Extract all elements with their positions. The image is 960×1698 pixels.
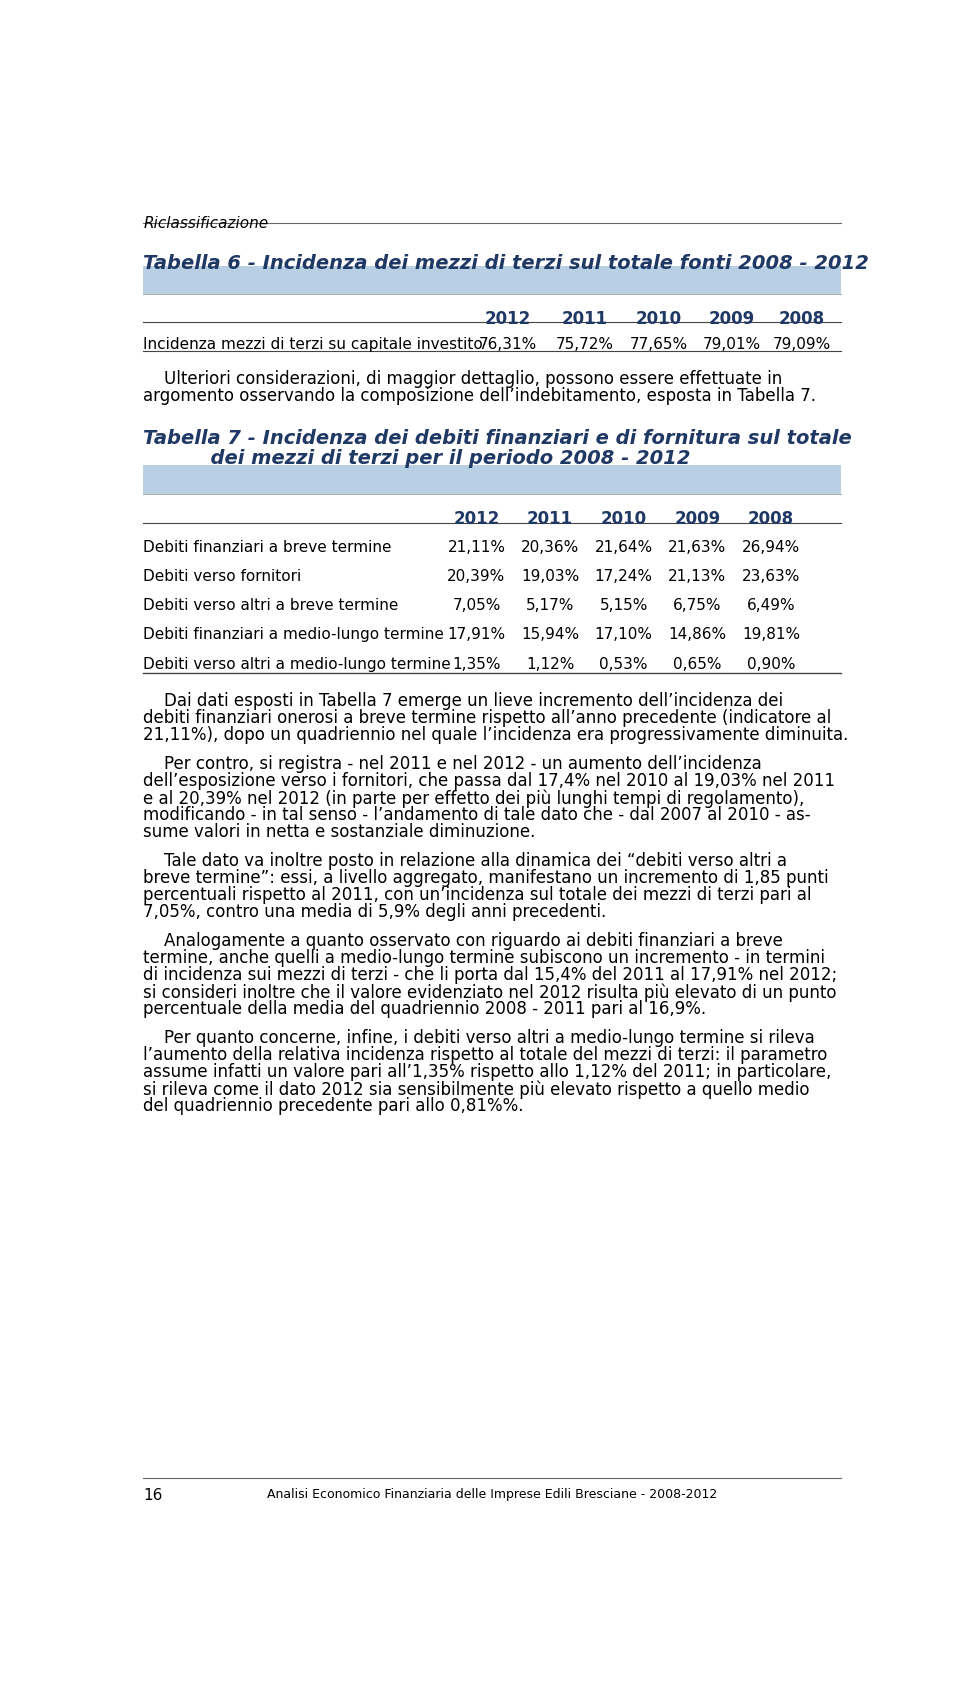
Text: 2011: 2011 [562, 311, 608, 328]
Text: 21,64%: 21,64% [594, 540, 653, 554]
Text: 75,72%: 75,72% [556, 336, 614, 351]
Text: 2010: 2010 [601, 509, 647, 528]
Text: 17,10%: 17,10% [595, 627, 653, 642]
Text: 2008: 2008 [779, 311, 825, 328]
Text: 17,91%: 17,91% [447, 627, 506, 642]
Text: 77,65%: 77,65% [630, 336, 687, 351]
Text: Per contro, si registra - nel 2011 e nel 2012 - un aumento dell’incidenza: Per contro, si registra - nel 2011 e nel… [143, 754, 762, 773]
Text: 76,31%: 76,31% [478, 336, 537, 351]
Text: 23,63%: 23,63% [742, 569, 801, 584]
Text: Debiti finanziari a breve termine: Debiti finanziari a breve termine [143, 540, 392, 554]
Text: 0,65%: 0,65% [673, 655, 722, 671]
Bar [143, 267, 841, 294]
Text: argomento osservando la composizione dell’indebitamento, esposta in Tabella 7.: argomento osservando la composizione del… [143, 387, 816, 404]
Text: dei mezzi di terzi per il periodo 2008 - 2012: dei mezzi di terzi per il periodo 2008 -… [143, 448, 691, 467]
Text: 5,17%: 5,17% [526, 598, 574, 613]
Text: Per quanto concerne, infine, i debiti verso altri a medio-lungo termine si rilev: Per quanto concerne, infine, i debiti ve… [143, 1029, 815, 1046]
Text: 2010: 2010 [636, 311, 682, 328]
Text: debiti finanziari onerosi a breve termine rispetto all’anno precedente (indicato: debiti finanziari onerosi a breve termin… [143, 708, 831, 727]
Text: Debiti finanziari a medio-lungo termine: Debiti finanziari a medio-lungo termine [143, 627, 444, 642]
Text: di incidenza sui mezzi di terzi - che li porta dal 15,4% del 2011 al 17,91% nel : di incidenza sui mezzi di terzi - che li… [143, 966, 837, 983]
Bar [143, 465, 841, 494]
Text: 15,94%: 15,94% [521, 627, 579, 642]
Text: 19,81%: 19,81% [742, 627, 800, 642]
Text: breve termine”: essi, a livello aggregato, manifestano un incremento di 1,85 pun: breve termine”: essi, a livello aggregat… [143, 869, 828, 886]
Text: Debiti verso fornitori: Debiti verso fornitori [143, 569, 301, 584]
Text: 1,12%: 1,12% [526, 655, 574, 671]
Text: 21,63%: 21,63% [668, 540, 727, 554]
Text: Tabella 6 - Incidenza dei mezzi di terzi sul totale fonti 2008 - 2012: Tabella 6 - Incidenza dei mezzi di terzi… [143, 253, 869, 273]
Text: 2012: 2012 [485, 311, 531, 328]
Text: 20,39%: 20,39% [447, 569, 506, 584]
Text: 21,11%: 21,11% [447, 540, 506, 554]
Text: 19,03%: 19,03% [521, 569, 579, 584]
Text: Dai dati esposti in Tabella 7 emerge un lieve incremento dell’incidenza dei: Dai dati esposti in Tabella 7 emerge un … [143, 691, 783, 710]
Text: termine, anche quelli a medio-lungo termine subiscono un incremento - in termini: termine, anche quelli a medio-lungo term… [143, 949, 826, 966]
Text: percentuale della media del quadriennio 2008 - 2011 pari al 16,9%.: percentuale della media del quadriennio … [143, 1000, 707, 1017]
Text: 5,15%: 5,15% [600, 598, 648, 613]
Text: modificando - in tal senso - l’andamento di tale dato che - dal 2007 al 2010 - a: modificando - in tal senso - l’andamento… [143, 805, 811, 824]
Text: 7,05%, contro una media di 5,9% degli anni precedenti.: 7,05%, contro una media di 5,9% degli an… [143, 903, 607, 920]
Text: Riclassificazione: Riclassificazione [143, 216, 269, 231]
Text: percentuali rispetto al 2011, con un’incidenza sul totale dei mezzi di terzi par: percentuali rispetto al 2011, con un’inc… [143, 886, 812, 903]
Text: l’aumento della relativa incidenza rispetto al totale del mezzi di terzi: il par: l’aumento della relativa incidenza rispe… [143, 1046, 828, 1063]
Text: assume infatti un valore pari all’1,35% rispetto allo 1,12% del 2011; in partico: assume infatti un valore pari all’1,35% … [143, 1063, 831, 1080]
Text: 79,01%: 79,01% [703, 336, 761, 351]
Text: 6,75%: 6,75% [673, 598, 722, 613]
Text: si consideri inoltre che il valore evidenziato nel 2012 risulta più elevato di u: si consideri inoltre che il valore evide… [143, 983, 837, 1002]
Text: dell’esposizione verso i fornitori, che passa dal 17,4% nel 2010 al 19,03% nel 2: dell’esposizione verso i fornitori, che … [143, 771, 835, 790]
Text: 20,36%: 20,36% [521, 540, 579, 554]
Text: 79,09%: 79,09% [773, 336, 831, 351]
Text: Tale dato va inoltre posto in relazione alla dinamica dei “debiti verso altri a: Tale dato va inoltre posto in relazione … [143, 852, 787, 869]
Text: 17,24%: 17,24% [595, 569, 653, 584]
Text: 2009: 2009 [674, 509, 721, 528]
Text: Ulteriori considerazioni, di maggior dettaglio, possono essere effettuate in: Ulteriori considerazioni, di maggior det… [143, 370, 782, 387]
Text: Analisi Economico Finanziaria delle Imprese Edili Bresciane - 2008-2012: Analisi Economico Finanziaria delle Impr… [267, 1487, 717, 1501]
Text: 14,86%: 14,86% [668, 627, 727, 642]
Text: 6,49%: 6,49% [747, 598, 795, 613]
Text: Incidenza mezzi di terzi su capitale investito: Incidenza mezzi di terzi su capitale inv… [143, 336, 483, 351]
Text: 26,94%: 26,94% [742, 540, 800, 554]
Text: Analogamente a quanto osservato con riguardo ai debiti finanziari a breve: Analogamente a quanto osservato con rigu… [143, 932, 783, 949]
Text: 21,13%: 21,13% [668, 569, 727, 584]
Text: si rileva come il dato 2012 sia sensibilmente più elevato rispetto a quello medi: si rileva come il dato 2012 sia sensibil… [143, 1080, 809, 1099]
Text: 0,53%: 0,53% [599, 655, 648, 671]
Text: 2008: 2008 [748, 509, 794, 528]
Text: 1,35%: 1,35% [452, 655, 501, 671]
Text: 2011: 2011 [527, 509, 573, 528]
Text: 0,90%: 0,90% [747, 655, 795, 671]
Text: sume valori in netta e sostanziale diminuzione.: sume valori in netta e sostanziale dimin… [143, 822, 536, 841]
Text: Debiti verso altri a breve termine: Debiti verso altri a breve termine [143, 598, 398, 613]
Text: 2012: 2012 [453, 509, 499, 528]
Text: 21,11%), dopo un quadriennio nel quale l’incidenza era progressivamente diminuit: 21,11%), dopo un quadriennio nel quale l… [143, 725, 849, 744]
Text: Tabella 7 - Incidenza dei debiti finanziari e di fornitura sul totale: Tabella 7 - Incidenza dei debiti finanzi… [143, 428, 852, 448]
Text: del quadriennio precedente pari allo 0,81%%.: del quadriennio precedente pari allo 0,8… [143, 1097, 524, 1114]
Text: 2009: 2009 [709, 311, 756, 328]
Text: 16: 16 [143, 1487, 162, 1503]
Text: Debiti verso altri a medio-lungo termine: Debiti verso altri a medio-lungo termine [143, 655, 451, 671]
Text: 7,05%: 7,05% [452, 598, 501, 613]
Text: e al 20,39% nel 2012 (in parte per effetto dei più lunghi tempi di regolamento),: e al 20,39% nel 2012 (in parte per effet… [143, 788, 804, 807]
